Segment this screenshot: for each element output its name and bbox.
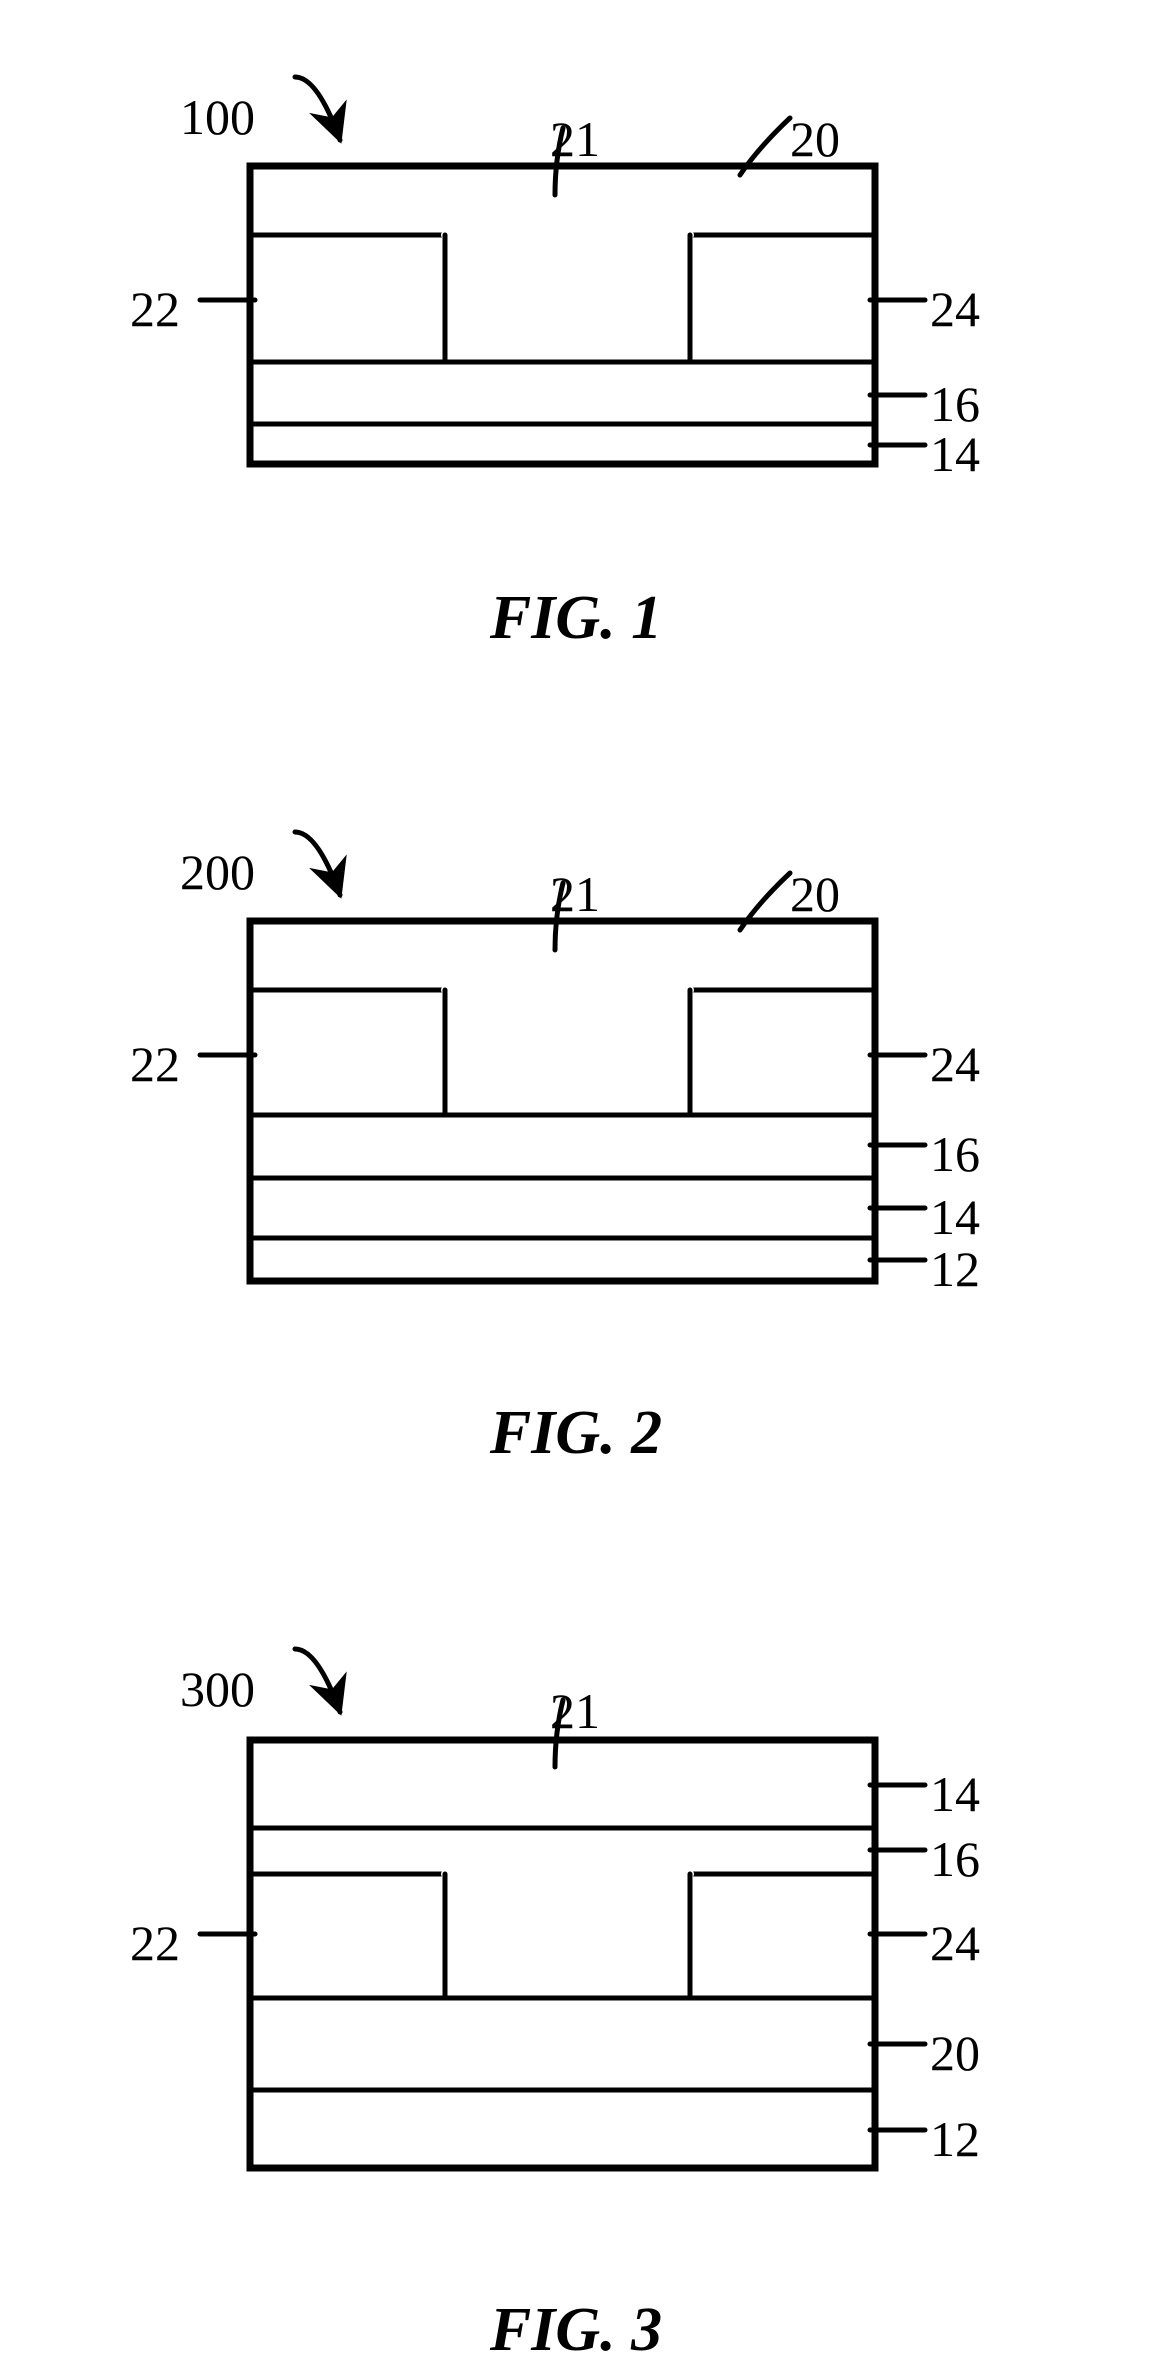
label-fig2-22: 22 <box>130 1035 180 1093</box>
ref-300: 300 <box>180 1660 255 1718</box>
text-layer: 100 21 20 24 16 14 22 FIG. 1 200 21 20 2… <box>0 0 1152 2351</box>
label-fig3-14: 14 <box>930 1765 980 1823</box>
label-fig2-21: 21 <box>550 865 600 923</box>
label-fig2-14: 14 <box>930 1188 980 1246</box>
label-fig3-22: 22 <box>130 1914 180 1972</box>
caption-fig2: FIG. 2 <box>0 1398 1152 1469</box>
label-fig1-20: 20 <box>790 110 840 168</box>
label-fig3-16: 16 <box>930 1830 980 1888</box>
label-fig1-24: 24 <box>930 280 980 338</box>
label-fig2-16: 16 <box>930 1125 980 1183</box>
label-fig2-24: 24 <box>930 1035 980 1093</box>
caption-fig1: FIG. 1 <box>0 583 1152 654</box>
ref-200: 200 <box>180 843 255 901</box>
label-fig2-12: 12 <box>930 1240 980 1298</box>
label-fig1-22: 22 <box>130 280 180 338</box>
patent-figure-page: { "stroke_color": "#000000", "bg_color":… <box>0 0 1152 2351</box>
label-fig3-21: 21 <box>550 1682 600 1740</box>
label-fig3-12: 12 <box>930 2110 980 2168</box>
label-fig2-20: 20 <box>790 865 840 923</box>
label-fig1-14: 14 <box>930 425 980 483</box>
label-fig3-20: 20 <box>930 2024 980 2082</box>
label-fig3-24: 24 <box>930 1914 980 1972</box>
label-fig1-21: 21 <box>550 110 600 168</box>
ref-100: 100 <box>180 88 255 146</box>
caption-fig3: FIG. 3 <box>0 2295 1152 2366</box>
